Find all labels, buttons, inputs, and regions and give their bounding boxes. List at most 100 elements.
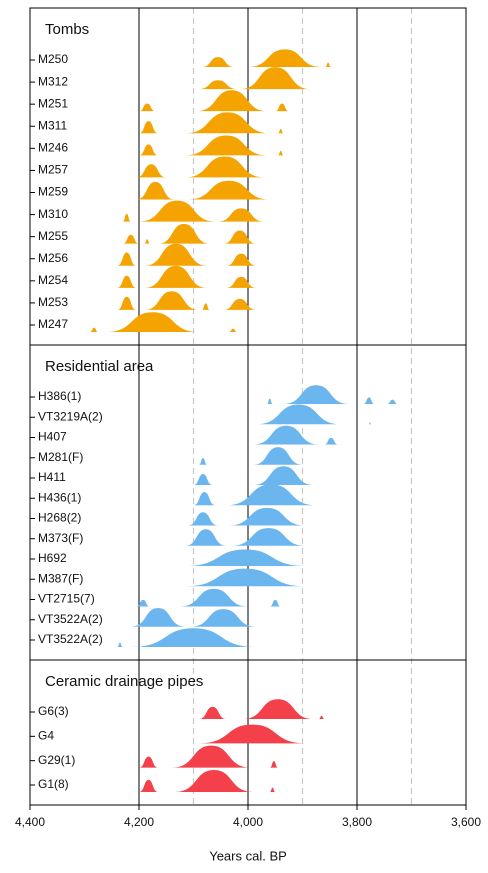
density <box>324 437 338 445</box>
row-label: M253 <box>38 295 68 309</box>
density <box>231 528 306 546</box>
row-label: M387(F) <box>38 571 83 585</box>
x-tick-label: 3,600 <box>451 815 481 829</box>
row-label: VT2715(7) <box>38 592 95 606</box>
density <box>130 608 186 627</box>
density <box>253 466 314 485</box>
density <box>269 761 278 768</box>
density <box>139 103 156 112</box>
density <box>122 213 131 222</box>
panel <box>29 659 467 806</box>
density <box>193 492 216 506</box>
density <box>139 756 159 768</box>
density <box>174 770 254 792</box>
density <box>269 787 276 792</box>
density <box>226 276 257 288</box>
density <box>198 724 306 744</box>
density <box>253 447 303 465</box>
x-tick-label: 3,800 <box>342 815 372 829</box>
row-label: H411 <box>38 470 66 484</box>
density <box>144 265 208 288</box>
row-label: VT3522A(2) <box>38 632 103 646</box>
density <box>267 398 273 404</box>
row-label: M250 <box>38 52 68 66</box>
row-label: M281(F) <box>38 450 83 464</box>
x-tick-label: 4,400 <box>15 815 45 829</box>
panel-title: Residential area <box>45 358 154 375</box>
density <box>158 223 210 244</box>
panel-title: Ceramic drainage pipes <box>45 673 203 690</box>
density <box>144 239 150 244</box>
row-label: H386(1) <box>38 389 81 403</box>
density <box>185 529 227 546</box>
row-label: H692 <box>38 551 67 565</box>
density <box>239 67 311 90</box>
density <box>201 303 210 310</box>
density <box>139 779 159 792</box>
row-label: G1(8) <box>38 777 69 791</box>
row-label: M256 <box>38 251 68 265</box>
density <box>256 404 341 425</box>
row-label: G4 <box>38 729 54 743</box>
panel-title: Tombs <box>45 21 89 38</box>
density <box>185 135 268 156</box>
density <box>269 599 281 607</box>
row-label: M254 <box>38 273 68 287</box>
density <box>196 90 268 112</box>
density <box>253 425 319 445</box>
density <box>136 164 167 178</box>
density <box>122 234 139 244</box>
density <box>283 385 349 404</box>
density <box>117 642 123 647</box>
density <box>218 208 265 222</box>
density <box>139 200 216 222</box>
grid <box>138 8 413 805</box>
density <box>201 57 235 67</box>
marks <box>89 49 398 792</box>
density <box>179 588 248 607</box>
row-label: H407 <box>38 430 67 444</box>
row-label: H268(2) <box>38 511 81 525</box>
x-axis-label: Years cal. BP <box>209 848 287 863</box>
row-label: M312 <box>38 74 68 88</box>
density <box>89 327 99 332</box>
density <box>318 715 325 719</box>
x-tick-label: 4,000 <box>233 815 263 829</box>
density <box>117 252 137 266</box>
row-label: H436(1) <box>38 490 81 504</box>
density <box>185 568 306 587</box>
density <box>198 80 238 90</box>
density <box>130 628 257 647</box>
density <box>188 180 270 200</box>
density <box>139 144 159 156</box>
density <box>277 150 284 156</box>
density <box>368 422 372 425</box>
row-label: M257 <box>38 163 68 177</box>
density <box>171 745 251 768</box>
density <box>193 474 213 485</box>
density <box>228 507 306 526</box>
density <box>117 275 137 288</box>
density <box>106 312 199 332</box>
density <box>248 49 322 67</box>
row-label: VT3522A(2) <box>38 612 103 626</box>
row-label: M246 <box>38 141 68 155</box>
x-tick-label: 4,200 <box>124 815 154 829</box>
density <box>223 298 257 310</box>
density <box>117 296 137 310</box>
row-label: M255 <box>38 229 68 243</box>
row-label: M311 <box>38 118 67 132</box>
density <box>190 609 257 627</box>
density <box>226 484 317 506</box>
density <box>198 458 208 465</box>
density <box>185 156 265 178</box>
density <box>363 397 375 404</box>
row-label: M259 <box>38 185 68 199</box>
density <box>144 243 208 266</box>
row-label: G6(3) <box>38 704 69 718</box>
density <box>275 103 289 112</box>
density <box>386 399 398 404</box>
density <box>144 291 199 310</box>
frame: 4,400 4,200 4,000 3,800 3,600 Tombs M250 M312 M2… <box>15 7 481 829</box>
